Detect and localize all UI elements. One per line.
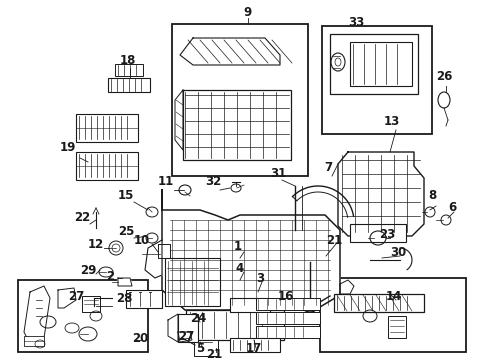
Text: 13: 13 — [383, 116, 399, 129]
Bar — [82, 296, 100, 312]
Text: 21: 21 — [205, 347, 222, 360]
Text: 23: 23 — [378, 228, 394, 240]
Bar — [319, 278, 465, 352]
Bar — [349, 42, 411, 86]
Text: 29: 29 — [80, 264, 96, 276]
Bar — [126, 290, 162, 308]
Text: 8: 8 — [427, 189, 435, 202]
Bar — [183, 90, 290, 160]
Bar — [194, 340, 218, 356]
Bar — [76, 152, 138, 180]
Text: 14: 14 — [385, 289, 401, 302]
Text: 24: 24 — [189, 311, 206, 324]
Polygon shape — [158, 244, 170, 258]
Bar — [229, 298, 269, 312]
Text: 9: 9 — [243, 5, 251, 18]
Bar — [256, 312, 319, 324]
Text: 17: 17 — [245, 342, 262, 355]
Bar — [387, 316, 405, 338]
Polygon shape — [162, 190, 339, 310]
Polygon shape — [168, 314, 178, 342]
Text: 5: 5 — [196, 342, 203, 355]
Text: 7: 7 — [323, 162, 331, 175]
Text: 3: 3 — [255, 271, 264, 284]
Bar — [108, 78, 150, 92]
Text: 27: 27 — [178, 329, 194, 342]
Text: 27: 27 — [68, 289, 84, 302]
Text: 6: 6 — [447, 202, 455, 215]
Polygon shape — [178, 332, 192, 342]
Polygon shape — [145, 240, 162, 278]
Text: 15: 15 — [118, 189, 134, 202]
Text: 12: 12 — [88, 238, 104, 251]
Polygon shape — [118, 278, 132, 286]
Text: 26: 26 — [435, 69, 451, 82]
Bar — [24, 336, 44, 346]
Text: 4: 4 — [235, 261, 244, 274]
Bar — [256, 298, 319, 310]
Bar — [349, 224, 405, 242]
Text: 16: 16 — [277, 289, 294, 302]
Text: 10: 10 — [134, 234, 150, 247]
Text: 32: 32 — [204, 175, 221, 189]
Text: 11: 11 — [158, 175, 174, 189]
Bar — [329, 34, 417, 94]
Polygon shape — [58, 288, 76, 308]
Bar — [185, 310, 284, 340]
Text: 21: 21 — [325, 234, 342, 247]
Polygon shape — [180, 38, 280, 65]
Text: 19: 19 — [60, 141, 76, 154]
Text: 33: 33 — [347, 15, 364, 28]
Text: 30: 30 — [389, 246, 406, 258]
Bar — [333, 294, 423, 312]
Bar — [178, 314, 198, 342]
Bar — [172, 24, 307, 176]
Bar — [115, 64, 142, 76]
Text: 22: 22 — [74, 211, 90, 225]
Bar — [164, 258, 220, 306]
Polygon shape — [339, 280, 353, 294]
Text: 31: 31 — [269, 167, 285, 180]
Polygon shape — [24, 286, 50, 344]
Text: 1: 1 — [233, 239, 242, 252]
Polygon shape — [337, 152, 423, 236]
Text: 25: 25 — [118, 225, 134, 238]
Text: 28: 28 — [116, 292, 132, 305]
Text: 18: 18 — [120, 54, 136, 67]
Bar — [256, 326, 319, 338]
Polygon shape — [175, 90, 183, 150]
Bar — [321, 26, 431, 134]
Bar — [229, 338, 280, 352]
Text: 20: 20 — [132, 332, 148, 345]
Text: 2: 2 — [106, 270, 114, 283]
Bar — [76, 114, 138, 142]
Bar — [18, 280, 148, 352]
